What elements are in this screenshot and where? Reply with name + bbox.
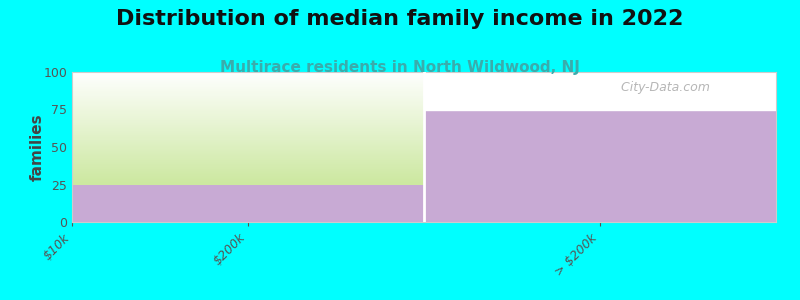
Text: City-Data.com: City-Data.com xyxy=(617,80,710,94)
Text: Distribution of median family income in 2022: Distribution of median family income in … xyxy=(116,9,684,29)
Y-axis label: families: families xyxy=(30,113,46,181)
Text: Multirace residents in North Wildwood, NJ: Multirace residents in North Wildwood, N… xyxy=(220,60,580,75)
